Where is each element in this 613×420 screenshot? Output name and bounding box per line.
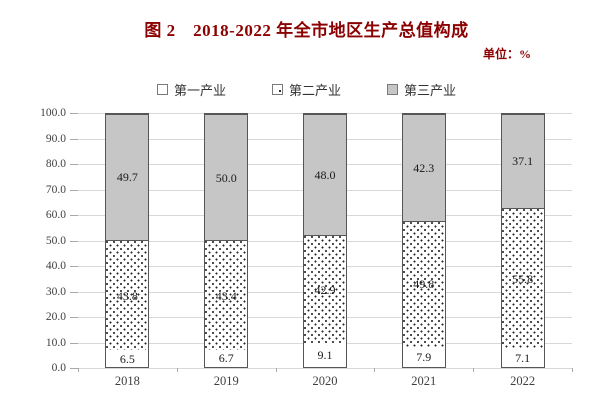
legend-swatch-icon	[271, 84, 283, 95]
data-label: 37.1	[512, 154, 534, 169]
y-axis-tick	[70, 317, 78, 318]
y-axis-label: 0.0	[51, 362, 66, 374]
legend-item-2: 第二产业	[271, 80, 341, 99]
bar-segment-第三产业: 49.7	[106, 114, 149, 240]
data-label: 49.8	[413, 277, 435, 292]
chart-legend: 第一产业 第二产业 第三产业	[0, 80, 613, 99]
legend-item-3: 第三产业	[387, 80, 456, 99]
legend-swatch-icon	[156, 84, 168, 95]
y-axis-tick	[70, 291, 78, 293]
bar-group: 6.5 43.8 49.7 6.7 43.4 50.0 9.1 42.9 48.0 7.9 49.8…	[78, 112, 572, 368]
bar-segment-第一产业: 7.1	[501, 348, 544, 367]
x-axis-tick	[275, 368, 277, 372]
stacked-bar-2020: 9.1 42.9 48.0	[302, 113, 347, 368]
data-label: 7.1	[515, 350, 531, 365]
data-label: 42.3	[413, 160, 435, 175]
y-axis-label: 60.0	[45, 209, 66, 221]
legend-label: 第一产业	[173, 83, 226, 98]
y-axis-label: 40.0	[45, 260, 66, 272]
x-axis-label: 2019	[213, 374, 239, 388]
bar-slot-2022: 7.1 55.8 37.1	[473, 113, 572, 368]
x-axis-label: 2018	[114, 374, 140, 388]
x-axis-tick	[572, 368, 573, 372]
x-axis-tick	[473, 368, 475, 372]
chart-title: 图 2 2018-2022 年全市地区生产总值构成	[144, 21, 469, 40]
data-label: 6.5	[119, 351, 135, 366]
legend-item-1: 第一产业	[156, 80, 226, 99]
y-axis-label: 70.0	[45, 183, 66, 196]
bar-segment-第一产业: 6.5	[106, 350, 149, 367]
bar-segment-第二产业: 42.9	[303, 235, 346, 344]
y-axis-tick	[70, 368, 78, 369]
bar-segment-第二产业: 43.4	[205, 240, 248, 350]
legend-swatch-icon	[387, 84, 398, 95]
bar-segment-第二产业: 49.8	[402, 220, 445, 347]
bar-segment-第一产业: 9.1	[303, 343, 346, 367]
bar-slot-2018: 6.5 43.8 49.7	[78, 113, 177, 368]
y-axis-label: 10.0	[45, 336, 66, 349]
x-axis-tick	[176, 368, 178, 372]
stacked-bar-2021: 7.9 49.8 42.3	[401, 113, 446, 368]
y-axis-label: 20.0	[45, 311, 66, 323]
y-axis-tick	[70, 138, 78, 140]
data-label: 9.1	[317, 348, 333, 363]
stacked-bar-2019: 6.7 43.4 50.0	[204, 112, 249, 368]
y-axis-label: 30.0	[45, 285, 66, 298]
data-label: 43.4	[215, 288, 237, 303]
y-axis-tick	[70, 266, 78, 267]
data-label: 48.0	[314, 168, 336, 183]
y-axis-label: 100.0	[40, 107, 66, 119]
data-label: 49.7	[116, 170, 138, 185]
data-label: 43.8	[116, 288, 138, 303]
gridline	[78, 368, 572, 369]
bar-segment-第一产业: 7.9	[402, 346, 445, 367]
bar-slot-2021: 7.9 49.8 42.3	[374, 113, 473, 368]
bar-segment-第三产业: 50.0	[205, 113, 248, 241]
legend-label: 第二产业	[288, 83, 341, 98]
y-axis-tick	[70, 189, 78, 191]
y-axis-tick	[70, 164, 78, 165]
data-label: 6.7	[218, 351, 234, 366]
x-axis-tick	[78, 368, 79, 372]
x-axis-label: 2022	[510, 374, 536, 388]
bar-segment-第一产业: 6.7	[205, 349, 248, 367]
bar-segment-第二产业: 55.8	[501, 207, 544, 349]
y-axis-label: 50.0	[45, 234, 66, 247]
legend-label: 第三产业	[404, 83, 457, 98]
y-axis-tick	[70, 215, 78, 216]
y-axis-label: 80.0	[45, 158, 66, 170]
y-axis-label: 90.0	[45, 132, 66, 145]
unit-label: 单位：%	[482, 47, 531, 61]
bar-segment-第三产业: 42.3	[402, 114, 445, 221]
x-axis-label: 2020	[312, 374, 338, 388]
x-axis-tick	[374, 368, 376, 372]
y-axis-tick	[70, 113, 78, 114]
plot-area: 6.5 43.8 49.7 6.7 43.4 50.0 9.1 42.9 48.0 7.9 49.8…	[78, 112, 572, 369]
data-label: 7.9	[416, 349, 432, 364]
data-label: 55.8	[512, 271, 534, 286]
y-axis-tick	[70, 240, 78, 242]
data-label: 42.9	[314, 283, 336, 298]
x-axis-labels: 2018 2019 2020 2021 2022	[78, 374, 572, 389]
y-axis-tick	[70, 342, 78, 344]
data-label: 50.0	[215, 170, 237, 185]
bar-slot-2019: 6.7 43.4 50.0	[177, 112, 276, 368]
bar-segment-第三产业: 37.1	[501, 114, 544, 208]
bar-segment-第二产业: 43.8	[106, 239, 149, 351]
x-axis-label: 2021	[411, 374, 437, 388]
bar-slot-2020: 9.1 42.9 48.0	[276, 113, 375, 368]
stacked-bar-2022: 7.1 55.8 37.1	[500, 113, 545, 368]
bar-segment-第三产业: 48.0	[303, 114, 346, 236]
stacked-bar-2018: 6.5 43.8 49.7	[105, 113, 150, 368]
